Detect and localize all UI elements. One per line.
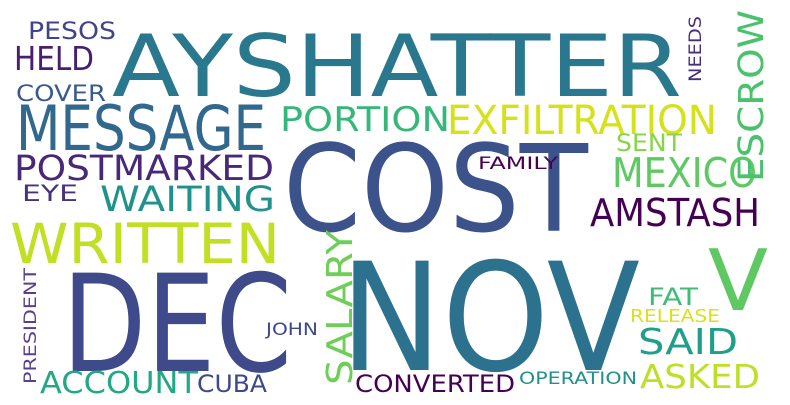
word-asked: ASKED: [640, 357, 760, 396]
word-ayshatter: AYSHATTER: [112, 17, 682, 117]
word-cost: COST: [283, 121, 589, 260]
word-sent: SENT: [616, 129, 682, 157]
word-dec: DEC: [62, 246, 292, 403]
word-amstash: AMSTASH: [590, 191, 760, 235]
word-pesos: PESOS: [28, 17, 116, 45]
word-nov: NOV: [340, 232, 640, 405]
word-account: ACCOUNT: [40, 366, 199, 401]
word-needs: NEEDS: [686, 16, 706, 82]
word-salary: SALARY: [320, 229, 361, 385]
word-exfiltration: EXFILTRATION: [447, 98, 717, 144]
word-cuba: CUBA: [197, 370, 268, 398]
word-escrow: ESCROW: [732, 10, 772, 182]
word-written: WRITTEN: [10, 212, 280, 276]
word-portion: PORTION: [280, 100, 450, 140]
word-eye: EYE: [22, 182, 78, 207]
word-fat: FAT: [648, 283, 698, 311]
word-converted: CONVERTED: [355, 370, 515, 398]
word-message: MESSAGE: [16, 92, 266, 165]
word-john: JOHN: [265, 320, 318, 340]
word-held: HELD: [14, 39, 94, 78]
word-family: FAMILY: [478, 154, 559, 174]
word-v: V: [708, 232, 768, 331]
word-release: RELEASE: [630, 306, 720, 327]
word-operation: OPERATION: [519, 369, 637, 389]
word-waiting: WAITING: [100, 180, 275, 220]
word-cover: COVER: [16, 82, 106, 107]
word-said: SAID: [638, 322, 738, 363]
word-mexico: MEXICO: [612, 149, 757, 197]
word-president: PRESIDENT: [21, 267, 41, 384]
word-postmarked: POSTMARKED: [14, 149, 274, 189]
